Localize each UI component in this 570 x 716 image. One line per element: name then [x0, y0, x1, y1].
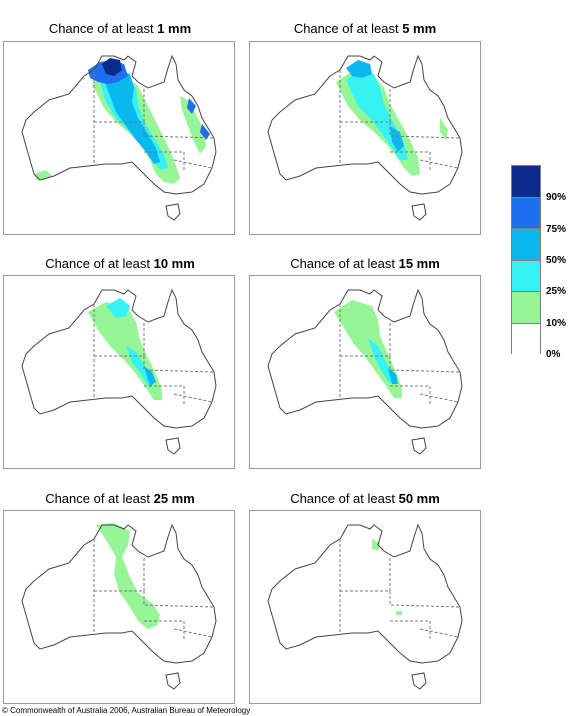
rain-10pct-center	[396, 611, 402, 615]
rain-75pct-east	[187, 98, 196, 114]
australia-outline	[21, 54, 217, 195]
australia-outline	[267, 523, 463, 664]
australia-outline	[21, 523, 217, 664]
map-10mm	[3, 275, 235, 469]
title-prefix: Chance of at least	[45, 256, 154, 271]
map-15mm-svg	[267, 288, 463, 455]
rain-75pct-ne	[200, 124, 210, 140]
tasmania-outline	[165, 203, 181, 221]
title-amount: 15 mm	[398, 256, 440, 271]
rain-10pct	[372, 539, 380, 551]
map-1mm-svg	[21, 54, 217, 221]
map-1mm	[3, 41, 235, 235]
map-10mm-svg	[21, 288, 217, 455]
australia-outline	[267, 288, 463, 429]
state-borders	[339, 304, 461, 406]
map-25mm	[3, 510, 235, 704]
legend-swatch-25	[512, 260, 540, 292]
title-amount: 25 mm	[153, 491, 195, 506]
legend-label-0: 0%	[546, 349, 561, 360]
australia-outline	[21, 288, 217, 429]
rain-90pct	[102, 58, 122, 76]
title-prefix: Chance of at least	[48, 21, 158, 36]
copyright-notice: © Commonwealth of Australia 2006, Austra…	[2, 706, 251, 715]
rain-10pct	[334, 300, 402, 398]
legend-label-25: 25%	[546, 286, 567, 297]
legend-label-50: 50%	[546, 255, 567, 266]
tasmania-outline	[411, 203, 427, 221]
title-amount: 5 mm	[402, 21, 437, 36]
panel-title-25mm: Chance of at least 25 mm	[0, 491, 240, 507]
panel-title-15mm: Chance of at least 15 mm	[245, 256, 485, 272]
map-5mm	[249, 41, 481, 235]
title-amount: 50 mm	[398, 491, 440, 506]
legend-label-10: 10%	[546, 318, 567, 329]
legend-label-75: 75%	[546, 224, 567, 235]
rain-50pct-center	[390, 126, 404, 152]
state-borders	[93, 539, 215, 641]
map-25mm-svg	[21, 523, 217, 690]
rain-50pct	[346, 60, 372, 78]
title-prefix: Chance of at least	[45, 491, 154, 506]
legend-swatch-75	[512, 197, 540, 229]
map-5mm-svg	[267, 54, 463, 221]
legend-label-90: 90%	[546, 192, 567, 203]
panel-title-5mm: Chance of at least 5 mm	[245, 21, 485, 37]
legend-swatch-50	[512, 229, 540, 261]
title-prefix: Chance of at least	[290, 256, 399, 271]
rain-10pct	[96, 523, 160, 629]
rain-50pct	[104, 70, 160, 164]
rain-50pct	[144, 366, 156, 386]
rain-25pct-center	[126, 346, 154, 388]
probability-legend	[511, 165, 541, 355]
tasmania-outline	[165, 672, 181, 690]
rain-25pct	[368, 338, 394, 384]
map-50mm	[249, 510, 481, 704]
rain-10pct-east	[440, 118, 448, 140]
title-prefix: Chance of at least	[293, 21, 403, 36]
map-50mm-svg	[267, 523, 463, 690]
title-amount: 1 mm	[157, 21, 192, 36]
legend-swatch-10	[512, 292, 540, 324]
legend-swatch-0	[512, 323, 540, 355]
state-borders	[93, 70, 215, 172]
tasmania-outline	[411, 437, 427, 455]
title-prefix: Chance of at least	[290, 491, 399, 506]
tasmania-outline	[411, 672, 427, 690]
title-amount: 10 mm	[153, 256, 195, 271]
rain-25pct	[106, 298, 130, 318]
rain-10pct-sw	[34, 170, 52, 180]
panel-title-1mm: Chance of at least 1 mm	[0, 21, 240, 37]
panel-title-50mm: Chance of at least 50 mm	[245, 491, 485, 507]
rain-10pct-east	[180, 96, 206, 154]
legend-swatch-90	[512, 166, 540, 198]
tasmania-outline	[165, 437, 181, 455]
australia-outline	[267, 54, 463, 195]
state-borders	[93, 304, 215, 406]
map-15mm	[249, 275, 481, 469]
state-borders	[339, 70, 461, 172]
panel-title-10mm: Chance of at least 10 mm	[0, 256, 240, 272]
state-borders	[339, 539, 461, 641]
rain-50pct	[388, 368, 398, 384]
